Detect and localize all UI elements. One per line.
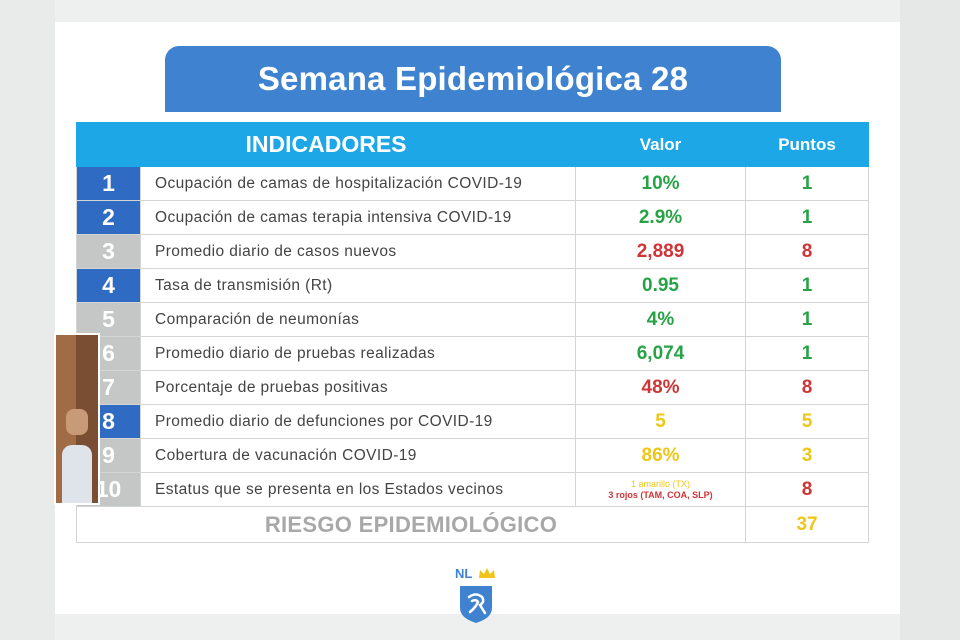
presenter-video-thumbnail (54, 333, 100, 505)
row-value: 2,889 (575, 234, 747, 269)
row-label: Porcentaje de pruebas positivas (139, 370, 577, 405)
risk-total: 37 (745, 506, 870, 543)
row-points: 1 (745, 166, 870, 201)
risk-label: RIESGO EPIDEMIOLÓGICO (75, 506, 747, 543)
row-label: Cobertura de vacunación COVID-19 (139, 438, 577, 473)
table-row: 8 Promedio diario de defunciones por COV… (76, 404, 870, 439)
row-number: 4 (76, 268, 141, 303)
row-label: Ocupación de camas de hospitalización CO… (139, 166, 577, 201)
title-banner: Semana Epidemiológica 28 (165, 46, 781, 112)
row-number: 3 (76, 234, 141, 269)
row-value: 0.95 (575, 268, 747, 303)
row-points: 1 (745, 302, 870, 337)
crown-icon (479, 568, 495, 578)
row-points: 3 (745, 438, 870, 473)
table-row: 9 Cobertura de vacunación COVID-19 86% 3 (76, 438, 870, 473)
slide-title: Semana Epidemiológica 28 (257, 60, 689, 97)
risk-row: RIESGO EPIDEMIOLÓGICO 37 (75, 506, 870, 543)
row-label: Ocupación de camas terapia intensiva COV… (139, 200, 577, 235)
row-number: 5 (76, 302, 141, 337)
row-points: 1 (745, 268, 870, 303)
indicators-table: INDICADORES Valor Puntos 1 Ocupación de … (75, 122, 870, 543)
table-row: 7 Porcentaje de pruebas positivas 48% 8 (76, 370, 870, 405)
table-row: 10 Estatus que se presenta en los Estado… (76, 472, 870, 507)
value-line-rojos: 3 rojos (TAM, COA, SLP) (608, 489, 713, 500)
table-row: 4 Tasa de transmisión (Rt) 0.95 1 (76, 268, 870, 303)
row-points: 8 (745, 370, 870, 405)
row-points: 1 (745, 200, 870, 235)
row-number: 2 (76, 200, 141, 235)
value-line-amarillo: 1 amarillo (TX) (631, 478, 691, 489)
row-label: Promedio diario de casos nuevos (139, 234, 577, 269)
table-row: 6 Promedio diario de pruebas realizadas … (76, 336, 870, 371)
row-label: Estatus que se presenta en los Estados v… (139, 472, 577, 507)
header-indicadores: INDICADORES (75, 122, 577, 167)
row-value: 5 (575, 404, 747, 439)
logo-text: NL (455, 566, 473, 581)
table-row: 1 Ocupación de camas de hospitalización … (76, 166, 870, 201)
row-value: 6,074 (575, 336, 747, 371)
row-points: 8 (745, 234, 870, 269)
row-label: Promedio diario de defunciones por COVID… (139, 404, 577, 439)
shield-icon (460, 586, 492, 623)
table-row: 2 Ocupación de camas terapia intensiva C… (76, 200, 870, 235)
table-header-row: INDICADORES Valor Puntos (75, 122, 870, 167)
nl-logo: NL (455, 566, 499, 626)
table-row: 3 Promedio diario de casos nuevos 2,889 … (76, 234, 870, 269)
left-background (0, 0, 55, 640)
row-label: Promedio diario de pruebas realizadas (139, 336, 577, 371)
row-points: 1 (745, 336, 870, 371)
row-value: 4% (575, 302, 747, 337)
row-label: Comparación de neumonías (139, 302, 577, 337)
row-label: Tasa de transmisión (Rt) (139, 268, 577, 303)
row-points: 5 (745, 404, 870, 439)
header-puntos: Puntos (745, 122, 870, 167)
row-value: 48% (575, 370, 747, 405)
row-value: 2.9% (575, 200, 747, 235)
row-number: 1 (76, 166, 141, 201)
row-value: 10% (575, 166, 747, 201)
row-value: 86% (575, 438, 747, 473)
right-background (900, 0, 960, 640)
header-valor: Valor (575, 122, 747, 167)
row-value: 1 amarillo (TX) 3 rojos (TAM, COA, SLP) (575, 472, 747, 507)
table-row: 5 Comparación de neumonías 4% 1 (76, 302, 870, 337)
row-points: 8 (745, 472, 870, 507)
